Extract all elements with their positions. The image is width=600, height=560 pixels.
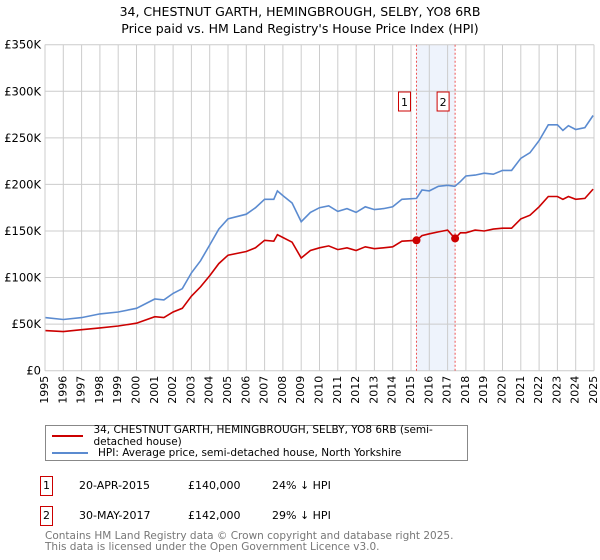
legend-item-hpi: HPI: Average price, semi-detached house,… [52, 445, 401, 461]
footer-line: Contains HM Land Registry data © Crown c… [45, 530, 454, 542]
x-tick-label: 2011 [331, 376, 344, 404]
x-tick-label: 2010 [313, 376, 326, 404]
sale-point [451, 234, 460, 243]
x-tick-label: 2021 [514, 376, 527, 404]
legend-label: HPI: Average price, semi-detached house,… [98, 447, 402, 459]
transaction-date: 30-MAY-2017 [79, 509, 151, 522]
transaction-delta: 29% ↓ HPI [272, 509, 331, 522]
x-tick-label: 1996 [56, 376, 69, 404]
marker-badge: 2 [40, 506, 53, 526]
y-tick-label: £300K [4, 84, 41, 98]
x-tick-label: 2003 [184, 376, 197, 404]
legend: 34, CHESTNUT GARTH, HEMINGBROUGH, SELBY,… [45, 424, 468, 461]
chart-title: 34, CHESTNUT GARTH, HEMINGBROUGH, SELBY,… [119, 4, 481, 19]
sale-label: 2 [440, 96, 447, 109]
x-tick-label: 2012 [349, 376, 362, 404]
sale-label: 1 [401, 96, 408, 109]
sale-label-box [397, 91, 411, 112]
hpi-line [44, 115, 594, 321]
transaction-date: 20-APR-2015 [79, 479, 151, 492]
x-tick-label: 2009 [294, 376, 307, 404]
x-tick-label: 1999 [111, 376, 124, 404]
y-tick-label: £0 [26, 364, 41, 378]
x-tick-label: 1995 [38, 376, 51, 404]
x-tick-label: 2018 [459, 376, 472, 404]
footer-line: This data is licensed under the Open Gov… [45, 541, 380, 553]
x-tick-label: 2022 [532, 376, 545, 404]
x-tick-label: 2023 [550, 376, 563, 404]
x-tick-label: 2019 [477, 376, 490, 404]
sale-label-box [436, 91, 450, 112]
price-chart: 1995 1996 1997 1998 1999 2000 2001 2002 2003 2004… [4, 38, 600, 404]
y-tick-label: £250K [4, 131, 41, 145]
transaction-delta: 24% ↓ HPI [272, 479, 331, 492]
legend-label: 34, CHESTNUT GARTH, HEMINGBROUGH, SELBY,… [93, 424, 433, 448]
y-tick-label: £200K [4, 177, 41, 191]
x-tick-label: 2004 [203, 376, 216, 404]
footer: Contains HM Land Registry data © Crown c… [45, 531, 453, 553]
x-tick-label: 2001 [148, 376, 161, 404]
y-tick-label: £150K [4, 224, 41, 238]
x-tick-label: 2000 [130, 376, 143, 404]
x-tick-label: 2024 [569, 376, 582, 404]
x-tick-label: 2007 [258, 376, 271, 404]
transaction-price: £140,000 [188, 479, 241, 492]
x-tick-label: 2002 [166, 376, 179, 404]
legend-swatch-red [52, 435, 84, 437]
x-tick-label: 2005 [221, 376, 234, 404]
property-price-line [44, 188, 594, 333]
x-tick-label: 2008 [276, 376, 289, 404]
transaction-price: £142,000 [188, 509, 241, 522]
x-tick-label: 2015 [404, 376, 417, 404]
y-tick-label: £50K [12, 317, 42, 331]
chart-subtitle: Price paid vs. HM Land Registry's House … [121, 21, 479, 36]
legend-swatch-blue [52, 452, 88, 454]
x-tick-label: 2013 [367, 376, 380, 404]
x-tick-label: 2017 [441, 376, 454, 404]
y-tick-label: £100K [4, 271, 41, 285]
x-tick-label: 2025 [587, 376, 600, 404]
sale-point [412, 236, 421, 245]
x-tick-label: 2006 [239, 376, 252, 404]
x-tick-label: 2020 [496, 376, 509, 404]
y-tick-label: £350K [4, 38, 41, 52]
marker-badge: 1 [40, 476, 53, 496]
x-tick-label: 2016 [422, 376, 435, 404]
x-tick-label: 2014 [386, 376, 399, 404]
x-tick-label: 1997 [75, 376, 88, 404]
legend-item-property: 34, CHESTNUT GARTH, HEMINGBROUGH, SELBY,… [52, 424, 467, 448]
x-tick-label: 1998 [93, 376, 106, 404]
